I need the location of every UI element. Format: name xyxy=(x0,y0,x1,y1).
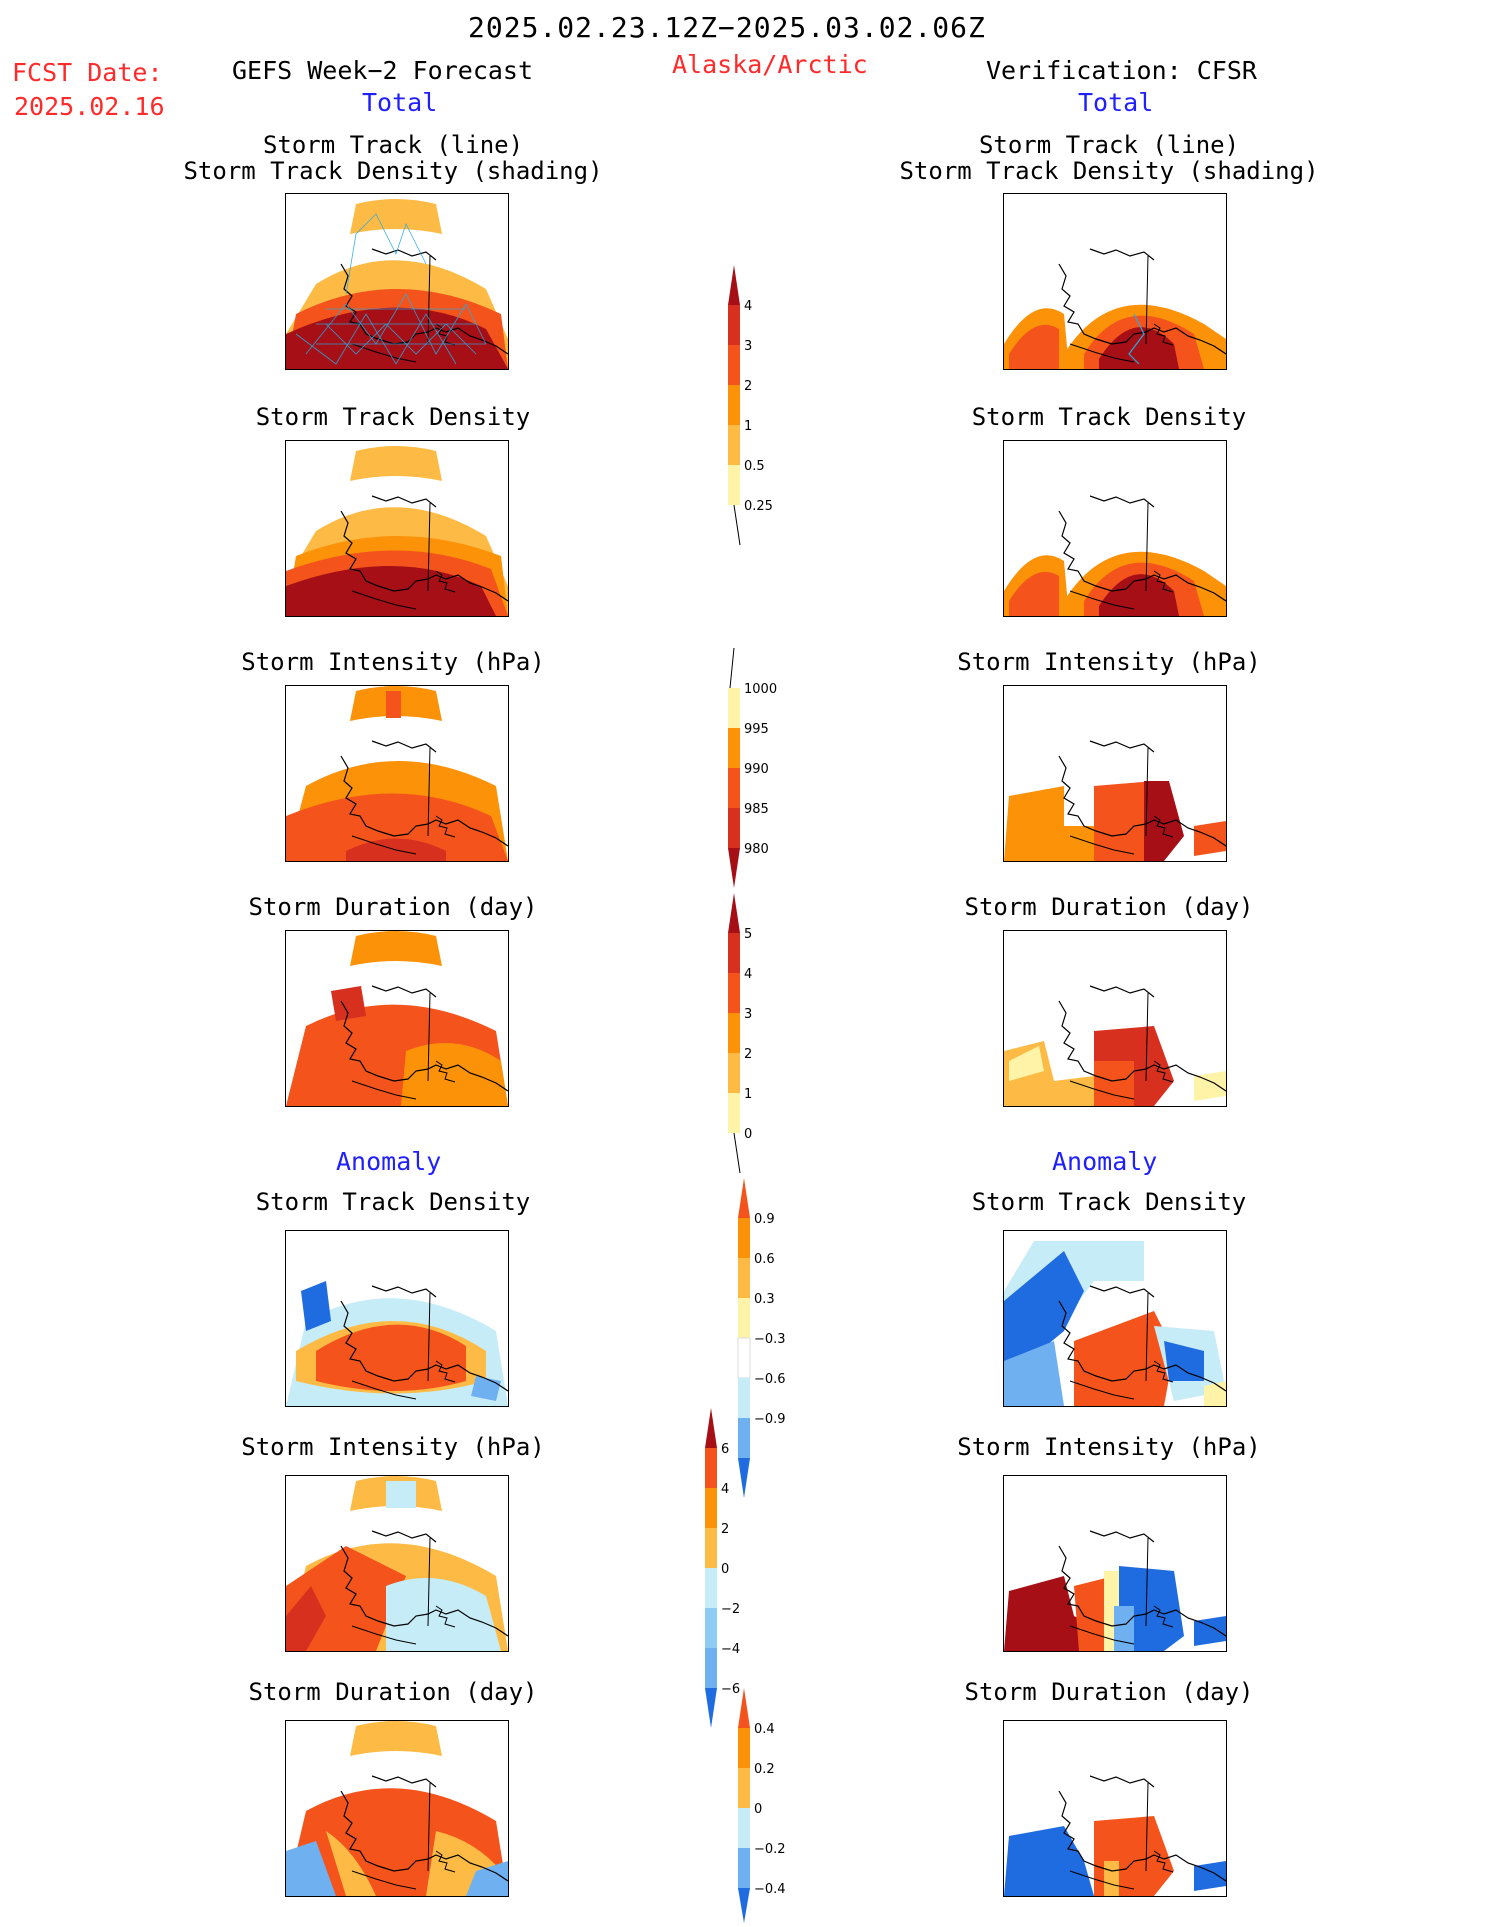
cbar-duration-anom-tick: −0.2 xyxy=(754,1842,786,1857)
panel-title-duration-anom-left: Storm Duration (day) xyxy=(248,1678,538,1706)
map-cfsr-intensity xyxy=(1003,685,1227,862)
map-cfsr-intensity-anomaly xyxy=(1003,1475,1227,1652)
map-gefs-track-line xyxy=(285,193,509,370)
cbar-intensity-tick: 995 xyxy=(744,722,769,737)
cbar-density-tick: 1 xyxy=(744,419,752,434)
cbar-intensity-anom-tick: −2 xyxy=(721,1602,740,1617)
cbar-duration-tick: 4 xyxy=(744,967,752,982)
panel-title-intensity-anom-right: Storm Intensity (hPa) xyxy=(957,1433,1261,1461)
cbar-duration-anom-tick: −0.4 xyxy=(754,1882,786,1897)
panel-title-intensity-left: Storm Intensity (hPa) xyxy=(241,648,545,676)
cbar-duration-anom-tick: 0.4 xyxy=(754,1722,775,1737)
map-gefs-density-anomaly xyxy=(285,1230,509,1407)
anomaly-label-right: Anomaly xyxy=(1052,1147,1158,1176)
cbar-intensity-tick: 990 xyxy=(744,762,769,777)
cbar-intensity-anom-tick: 2 xyxy=(721,1522,729,1537)
cbar-duration-anom-tick: 0 xyxy=(754,1802,762,1817)
cbar-density-tick: 4 xyxy=(744,299,752,314)
cbar-duration-tick: 5 xyxy=(744,927,752,942)
cbar-intensity-anom-tick: 0 xyxy=(721,1562,729,1577)
panel-title-track-shading-right: Storm Track Density (shading) xyxy=(899,157,1319,185)
cbar-intensity-anom-tick: 6 xyxy=(721,1442,729,1457)
panel-title-duration-left: Storm Duration (day) xyxy=(248,893,538,921)
cbar-duration-tick: 2 xyxy=(744,1047,752,1062)
cbar-density-anom-tick: −0.9 xyxy=(754,1412,786,1427)
cbar-intensity-anom-tick: −6 xyxy=(721,1682,740,1697)
panel-title-intensity-right: Storm Intensity (hPa) xyxy=(957,648,1261,676)
panel-title-duration-right: Storm Duration (day) xyxy=(964,893,1254,921)
map-gefs-density xyxy=(285,440,509,617)
cbar-duration-anom-tick: 0.2 xyxy=(754,1762,775,1777)
colorbar-intensity-total: 1000 995 990 985 980 xyxy=(720,647,790,888)
map-gefs-intensity xyxy=(285,685,509,862)
map-cfsr-duration-anomaly xyxy=(1003,1720,1227,1897)
cbar-duration-tick: 0 xyxy=(744,1127,752,1142)
panel-title-density-left: Storm Track Density xyxy=(255,403,531,431)
forecast-model-label: GEFS Week−2 Forecast xyxy=(232,56,534,85)
cbar-density-anom-tick: 0.3 xyxy=(754,1292,775,1307)
main-title: 2025.02.23.12Z−2025.03.02.06Z xyxy=(468,11,986,44)
cbar-intensity-tick: 980 xyxy=(744,842,769,857)
region-label: Alaska/Arctic xyxy=(672,50,868,79)
panel-title-track-shading-left: Storm Track Density (shading) xyxy=(183,157,603,185)
panel-title-duration-anom-right: Storm Duration (day) xyxy=(964,1678,1254,1706)
cbar-density-tick: 0.5 xyxy=(744,459,765,474)
map-cfsr-density-anomaly xyxy=(1003,1230,1227,1407)
colorbar-intensity-anomaly: 6 4 2 0 −2 −4 −6 xyxy=(697,1408,767,1728)
panel-title-density-anom-right: Storm Track Density xyxy=(971,1188,1247,1216)
anomaly-label-left: Anomaly xyxy=(336,1147,442,1176)
map-gefs-duration xyxy=(285,930,509,1107)
total-label-right: Total xyxy=(1078,88,1154,117)
map-cfsr-density xyxy=(1003,440,1227,617)
cbar-duration-tick: 3 xyxy=(744,1007,752,1022)
panel-title-track-line-right: Storm Track (line) xyxy=(978,131,1240,159)
map-cfsr-track-line xyxy=(1003,193,1227,370)
map-cfsr-duration xyxy=(1003,930,1227,1107)
colorbar-density-total: 4 3 2 1 0.5 0.25 xyxy=(720,265,790,546)
total-label-left: Total xyxy=(362,88,438,117)
colorbar-duration-total: 5 4 3 2 1 0 xyxy=(720,893,790,1174)
verification-label: Verification: CFSR xyxy=(986,56,1257,85)
cbar-density-anom-tick: 0.9 xyxy=(754,1212,775,1227)
cbar-density-anom-tick: −0.3 xyxy=(754,1332,786,1347)
cbar-intensity-anom-tick: 4 xyxy=(721,1482,729,1497)
panel-title-intensity-anom-left: Storm Intensity (hPa) xyxy=(241,1433,545,1461)
panel-title-track-line-left: Storm Track (line) xyxy=(262,131,524,159)
cbar-density-tick: 3 xyxy=(744,339,752,354)
panel-title-density-anom-left: Storm Track Density xyxy=(255,1188,531,1216)
cbar-intensity-tick: 1000 xyxy=(744,682,777,697)
map-gefs-intensity-anomaly xyxy=(285,1475,509,1652)
map-gefs-duration-anomaly xyxy=(285,1720,509,1897)
cbar-density-anom-tick: 0.6 xyxy=(754,1252,775,1267)
cbar-density-tick: 0.25 xyxy=(744,499,773,514)
fcst-date-value: 2025.02.16 xyxy=(14,92,165,121)
panel-title-density-right: Storm Track Density xyxy=(971,403,1247,431)
fcst-date-label: FCST Date: xyxy=(12,58,163,87)
colorbar-duration-anomaly: 0.4 0.2 0 −0.2 −0.4 xyxy=(730,1688,800,1923)
cbar-duration-tick: 1 xyxy=(744,1087,752,1102)
cbar-density-anom-tick: −0.6 xyxy=(754,1372,786,1387)
colorbar-density-anomaly: 0.9 0.6 0.3 −0.3 −0.6 −0.9 xyxy=(730,1178,800,1498)
cbar-density-tick: 2 xyxy=(744,379,752,394)
cbar-intensity-anom-tick: −4 xyxy=(721,1642,740,1657)
cbar-intensity-tick: 985 xyxy=(744,802,769,817)
